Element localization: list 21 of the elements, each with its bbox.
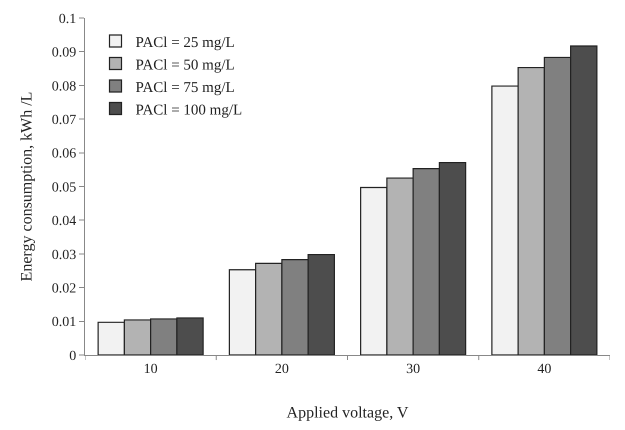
y-axis-title: Energy consumption, kWh /L	[18, 92, 36, 282]
x-tick-label: 30	[406, 362, 420, 377]
y-tick-label: 0.05	[52, 180, 76, 196]
legend-label: PACl = 100 mg/L	[136, 102, 242, 118]
y-tick-label: 0.01	[52, 315, 76, 330]
y-tick-label: 0.06	[52, 146, 76, 162]
y-tick-label: 0.04	[52, 214, 76, 230]
y-tick-label: 0.02	[52, 282, 76, 296]
x-tick-label: 40	[537, 362, 552, 377]
legend-label: PACl = 75 mg/L	[136, 80, 235, 96]
y-tick-label: 0.03	[52, 248, 76, 263]
y-tick-label: 0.09	[52, 46, 76, 61]
legend-label: PACl = 50 mg/L	[136, 57, 235, 74]
y-tick-label: 0	[69, 348, 76, 364]
x-tick-label: 10	[144, 362, 158, 377]
y-tick-label: 0.08	[52, 79, 76, 94]
x-tick-label: 20	[274, 362, 289, 377]
y-tick-label: 0.07	[52, 113, 76, 128]
y-tick-label: 0.1	[58, 12, 76, 27]
legend-label: PACl = 25 mg/L	[136, 34, 235, 51]
x-axis-title: Applied voltage, V	[286, 404, 409, 422]
